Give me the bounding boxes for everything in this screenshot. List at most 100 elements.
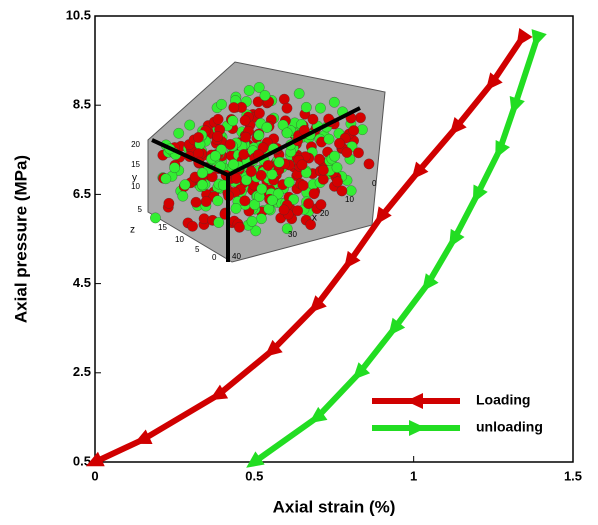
particle: [303, 198, 314, 209]
marker: [509, 95, 525, 115]
x-tick-label: 1: [410, 468, 417, 483]
inset-tick: 10: [131, 182, 140, 191]
inset-tick: 10: [345, 195, 354, 204]
particle: [190, 196, 202, 208]
particle: [173, 127, 185, 139]
particle: [253, 82, 265, 93]
particle: [213, 217, 225, 228]
inset-tick: 30: [288, 230, 297, 239]
particle: [323, 133, 335, 145]
particle: [266, 194, 278, 206]
particle: [292, 205, 304, 217]
particle: [240, 131, 251, 143]
marker: [308, 406, 328, 424]
marker: [406, 393, 423, 409]
particle: [261, 122, 273, 133]
particle: [239, 115, 251, 126]
particle: [230, 203, 242, 214]
marker: [352, 362, 371, 381]
particle: [262, 160, 274, 171]
marker: [495, 139, 510, 159]
marker: [485, 72, 503, 91]
particle: [250, 225, 262, 237]
particle: [228, 158, 239, 170]
particle: [283, 176, 295, 188]
particle: [254, 107, 265, 119]
particle: [281, 223, 293, 235]
particle: [341, 147, 353, 158]
particle: [259, 90, 271, 101]
inset-axis-name: x: [312, 213, 317, 224]
marker: [375, 206, 392, 225]
inset-tick: 0: [372, 179, 377, 188]
y-tick-label: 0.5: [73, 453, 91, 468]
particle: [331, 162, 343, 173]
particle: [197, 167, 208, 179]
marker: [516, 28, 533, 47]
marker: [472, 184, 488, 204]
particle: [278, 93, 290, 105]
inset-tick: 20: [131, 140, 140, 149]
particle: [249, 199, 261, 211]
legend-label: unloading: [476, 419, 543, 435]
particle: [300, 101, 312, 113]
x-tick-label: 0.5: [245, 468, 263, 483]
particle: [297, 180, 309, 191]
particle: [293, 88, 305, 99]
marker: [422, 273, 439, 292]
inset-axis-name: y: [132, 173, 137, 184]
marker: [449, 116, 467, 136]
particle: [273, 156, 285, 168]
particle: [363, 158, 375, 170]
particle: [278, 204, 290, 216]
x-axis-label: Axial strain (%): [273, 497, 396, 516]
particle: [212, 131, 223, 142]
particle: [239, 195, 251, 207]
particle: [187, 220, 198, 232]
inset-edge: [151, 138, 229, 177]
particle: [193, 132, 204, 143]
particle: [317, 173, 329, 185]
marker: [133, 429, 153, 444]
inset-edge: [227, 106, 361, 177]
particle: [329, 150, 341, 162]
x-tick-label: 0: [91, 468, 98, 483]
particle: [234, 221, 245, 233]
particle: [281, 102, 293, 114]
particle: [296, 159, 308, 171]
inset-tick: 20: [320, 209, 329, 218]
inset-tick: 0: [212, 253, 217, 262]
particle: [328, 96, 340, 108]
particle: [243, 85, 255, 96]
particle: [210, 150, 221, 162]
marker: [246, 451, 265, 468]
particle: [150, 212, 161, 224]
particle: [177, 190, 189, 202]
particle: [307, 113, 319, 125]
particle: [224, 139, 236, 150]
particle: [318, 164, 329, 176]
particle: [256, 183, 268, 195]
particle: [305, 219, 316, 231]
inset-tick: 15: [131, 160, 140, 169]
marker: [449, 228, 465, 248]
particle: [315, 199, 327, 210]
particle: [227, 115, 239, 127]
particle: [332, 176, 343, 188]
inset-tick: 5: [138, 205, 143, 214]
particle: [281, 127, 293, 139]
inset-tick: 10: [175, 235, 184, 244]
particle: [255, 170, 267, 181]
particle: [245, 166, 257, 177]
inset-tick: 5: [195, 245, 200, 254]
marker: [388, 317, 406, 337]
marker: [85, 451, 105, 467]
y-tick-label: 10.5: [66, 7, 91, 22]
marker: [343, 250, 361, 270]
particle: [231, 173, 242, 184]
particle: [334, 138, 345, 149]
inset-tick: 15: [158, 223, 167, 232]
particle: [336, 185, 348, 197]
marker: [309, 295, 327, 314]
